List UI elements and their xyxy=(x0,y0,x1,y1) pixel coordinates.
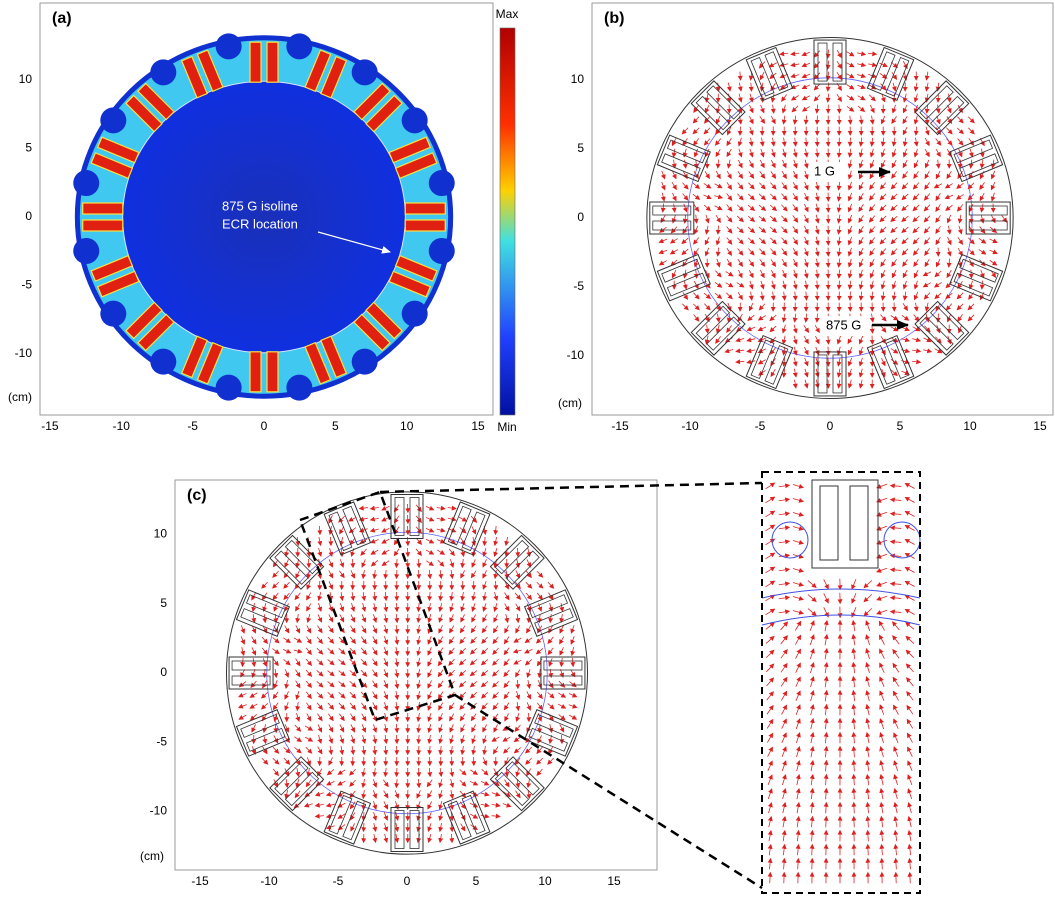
x-tick-label: -15 xyxy=(611,419,629,433)
x-tick-label: -15 xyxy=(41,419,59,433)
annotation: 1 G xyxy=(814,163,835,178)
cusp xyxy=(352,59,378,85)
x-tick-label: 5 xyxy=(897,419,904,433)
colorbar xyxy=(500,28,515,415)
cusp xyxy=(286,375,312,401)
y-tick-label: -5 xyxy=(573,279,584,293)
cusp xyxy=(73,238,99,264)
panel: -15 -10 -5 0 5 10 15 10 5 0 -5 -10 (cm) (b) xyxy=(558,3,1053,433)
y-tick-label: -10 xyxy=(150,804,168,818)
magnet-bar xyxy=(267,352,278,392)
y-tick-label: 5 xyxy=(25,141,32,155)
cusp xyxy=(216,375,242,401)
zoom-panel xyxy=(762,472,920,893)
field-arrow xyxy=(839,281,840,289)
cusp xyxy=(100,107,126,133)
x-tick-label: 5 xyxy=(473,874,480,888)
magnet-bar xyxy=(83,220,123,231)
axis-unit: (cm) xyxy=(140,849,164,863)
cusp xyxy=(150,349,176,375)
x-tick-label: 0 xyxy=(404,874,411,888)
x-tick-label: 15 xyxy=(607,874,621,888)
x-tick-label: 15 xyxy=(1033,419,1047,433)
cusp xyxy=(216,33,242,59)
x-tick-label: 0 xyxy=(261,419,268,433)
magnet-bar xyxy=(250,42,261,82)
y-tick-label: -5 xyxy=(21,278,32,292)
y-tick-label: 5 xyxy=(577,141,584,155)
y-tick-label: -5 xyxy=(156,734,167,748)
y-tick-label: 0 xyxy=(25,209,32,223)
magnet-bar xyxy=(83,203,123,214)
cusp xyxy=(100,301,126,327)
x-tick-label: 10 xyxy=(963,419,977,433)
axis-unit: (cm) xyxy=(8,390,32,404)
y-tick-label: 10 xyxy=(571,72,585,86)
x-tick-label: -15 xyxy=(191,874,209,888)
plot-frame xyxy=(592,3,1053,415)
field-arrow xyxy=(910,873,911,883)
panel-label: (c) xyxy=(187,487,207,504)
y-tick-label: -10 xyxy=(15,346,33,360)
cusp xyxy=(286,33,312,59)
x-tick-label: -5 xyxy=(333,874,344,888)
x-tick-label: 5 xyxy=(332,419,339,433)
field-arrow xyxy=(826,817,827,827)
x-tick-label: -5 xyxy=(187,419,198,433)
y-tick-label: -10 xyxy=(567,348,585,362)
x-tick-label: -10 xyxy=(113,419,131,433)
x-tick-label: 10 xyxy=(400,419,414,433)
axis-unit: (cm) xyxy=(558,396,582,410)
colorbar-min: Min xyxy=(497,420,516,434)
magnet-bar xyxy=(405,203,445,214)
field-arrow xyxy=(319,526,320,534)
cusp xyxy=(150,59,176,85)
cusp xyxy=(429,238,455,264)
x-tick-label: -10 xyxy=(260,874,278,888)
field-arrow xyxy=(850,292,851,300)
y-tick-label: 10 xyxy=(154,527,168,541)
y-tick-label: 5 xyxy=(160,596,167,610)
annotation: ECR location xyxy=(222,216,298,231)
field-arrow xyxy=(770,873,771,883)
annotation: 875 G xyxy=(826,317,861,332)
magnet-bar xyxy=(267,42,278,82)
figure: -15 -10 -5 0 5 10 15 10 5 0 -5 -10 (cm) (a) -15 -10 -5 0 5… xyxy=(0,0,1055,897)
cusp xyxy=(352,349,378,375)
cusp xyxy=(429,170,455,196)
field-arrow xyxy=(854,803,855,813)
x-tick-label: -5 xyxy=(755,419,766,433)
panel-label: (a) xyxy=(52,10,72,27)
x-tick-label: 15 xyxy=(471,419,485,433)
colorbar-max: Max xyxy=(496,7,519,21)
magnet-bar xyxy=(250,352,261,392)
y-tick-label: 0 xyxy=(577,210,584,224)
cusp xyxy=(402,107,428,133)
y-tick-label: 0 xyxy=(160,665,167,679)
x-tick-label: -10 xyxy=(681,419,699,433)
cusp xyxy=(402,301,428,327)
annotation: 875 G isoline xyxy=(222,198,298,213)
panel-label: (b) xyxy=(604,10,624,27)
y-tick-label: 10 xyxy=(19,72,33,86)
cusp xyxy=(73,170,99,196)
magnet-bar xyxy=(405,220,445,231)
x-tick-label: 0 xyxy=(827,419,834,433)
x-tick-label: 10 xyxy=(538,874,552,888)
